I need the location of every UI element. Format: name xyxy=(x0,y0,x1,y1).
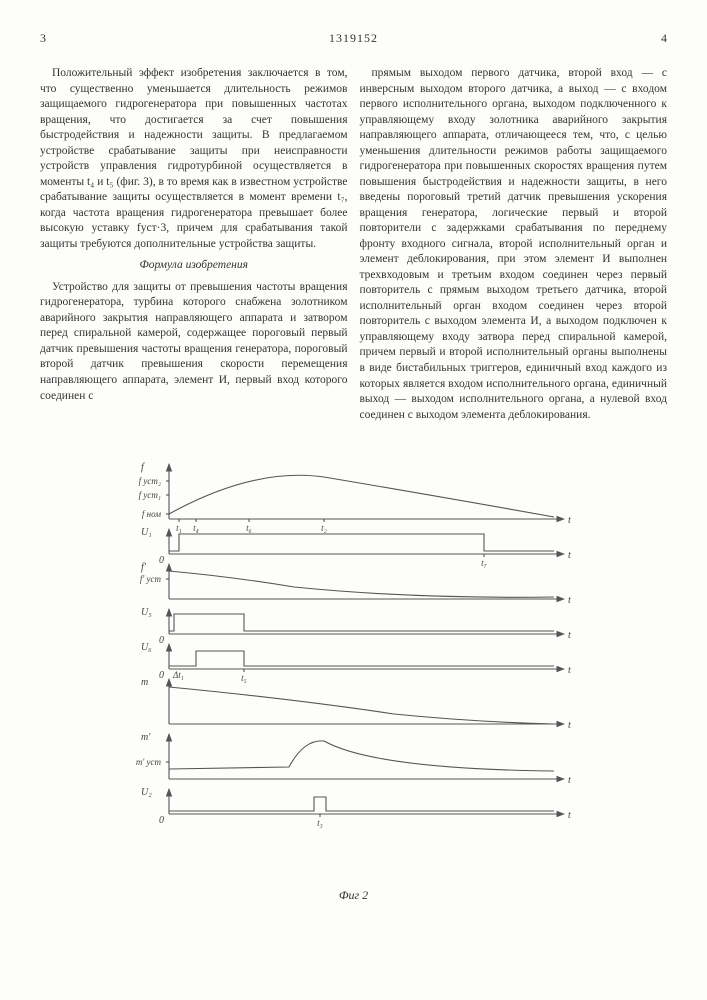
svg-text:t: t xyxy=(568,665,571,676)
svg-text:U₅: U₅ xyxy=(141,607,152,618)
svg-text:t₃: t₃ xyxy=(317,818,323,828)
figure-2: t f f уст₂ f уст₁ f ном t₁ t₄ t₆ t₂ t U₁ 0 t₇ t f'f' у… xyxy=(40,459,667,903)
figure-caption: Фиг 2 xyxy=(40,887,667,903)
svg-text:f: f xyxy=(141,462,145,473)
page-number-right: 4 xyxy=(647,30,667,46)
svg-text:t₁: t₁ xyxy=(176,523,182,533)
svg-text:t: t xyxy=(568,775,571,786)
right-column: прямым выходом первого датчика, второй в… xyxy=(360,66,668,429)
svg-text:0: 0 xyxy=(159,635,164,646)
svg-text:m' уст: m' уст xyxy=(135,757,161,767)
left-paragraph-1: Положительный эффект изобретения заключа… xyxy=(40,66,348,252)
document-number: 1319152 xyxy=(60,30,647,46)
svg-text:U₁: U₁ xyxy=(141,527,152,538)
text-columns: Положительный эффект изобретения заключа… xyxy=(40,66,667,429)
svg-text:t₆: t₆ xyxy=(246,523,252,533)
svg-text:0: 0 xyxy=(159,555,164,566)
svg-text:Δt₁: Δt₁ xyxy=(172,670,184,680)
page-number-left: 3 xyxy=(40,30,60,46)
svg-text:t: t xyxy=(568,720,571,731)
page-header: 3 1319152 4 xyxy=(40,30,667,46)
svg-text:t: t xyxy=(568,810,571,821)
right-paragraph-1: прямым выходом первого датчика, второй в… xyxy=(360,66,668,423)
svg-text:m': m' xyxy=(141,732,151,743)
left-column: Положительный эффект изобретения заключа… xyxy=(40,66,348,429)
svg-text:f': f' xyxy=(141,562,147,573)
svg-text:t₇: t₇ xyxy=(481,558,487,568)
svg-text:f ном: f ном xyxy=(141,509,160,519)
svg-text:t₄: t₄ xyxy=(193,523,199,533)
svg-text:t: t xyxy=(568,630,571,641)
svg-text:t: t xyxy=(568,515,571,526)
svg-text:U₂: U₂ xyxy=(141,787,152,798)
svg-text:t: t xyxy=(568,550,571,561)
figure-svg: t f f уст₂ f уст₁ f ном t₁ t₄ t₆ t₂ t U₁ 0 t₇ t f'f' у… xyxy=(114,459,594,879)
svg-text:m: m xyxy=(141,677,148,688)
svg-text:0: 0 xyxy=(159,815,164,826)
svg-text:f' уст: f' уст xyxy=(139,574,161,584)
formula-title: Формула изобретения xyxy=(40,258,348,274)
svg-text:f уст₁: f уст₁ xyxy=(138,490,160,500)
svg-text:t₂: t₂ xyxy=(321,523,327,533)
svg-text:U₆: U₆ xyxy=(141,642,152,653)
svg-text:t: t xyxy=(568,595,571,606)
svg-text:0: 0 xyxy=(159,670,164,681)
svg-text:f уст₂: f уст₂ xyxy=(138,476,160,486)
left-paragraph-2: Устройство для защиты от превышения част… xyxy=(40,280,348,404)
svg-text:t₅: t₅ xyxy=(241,673,247,683)
